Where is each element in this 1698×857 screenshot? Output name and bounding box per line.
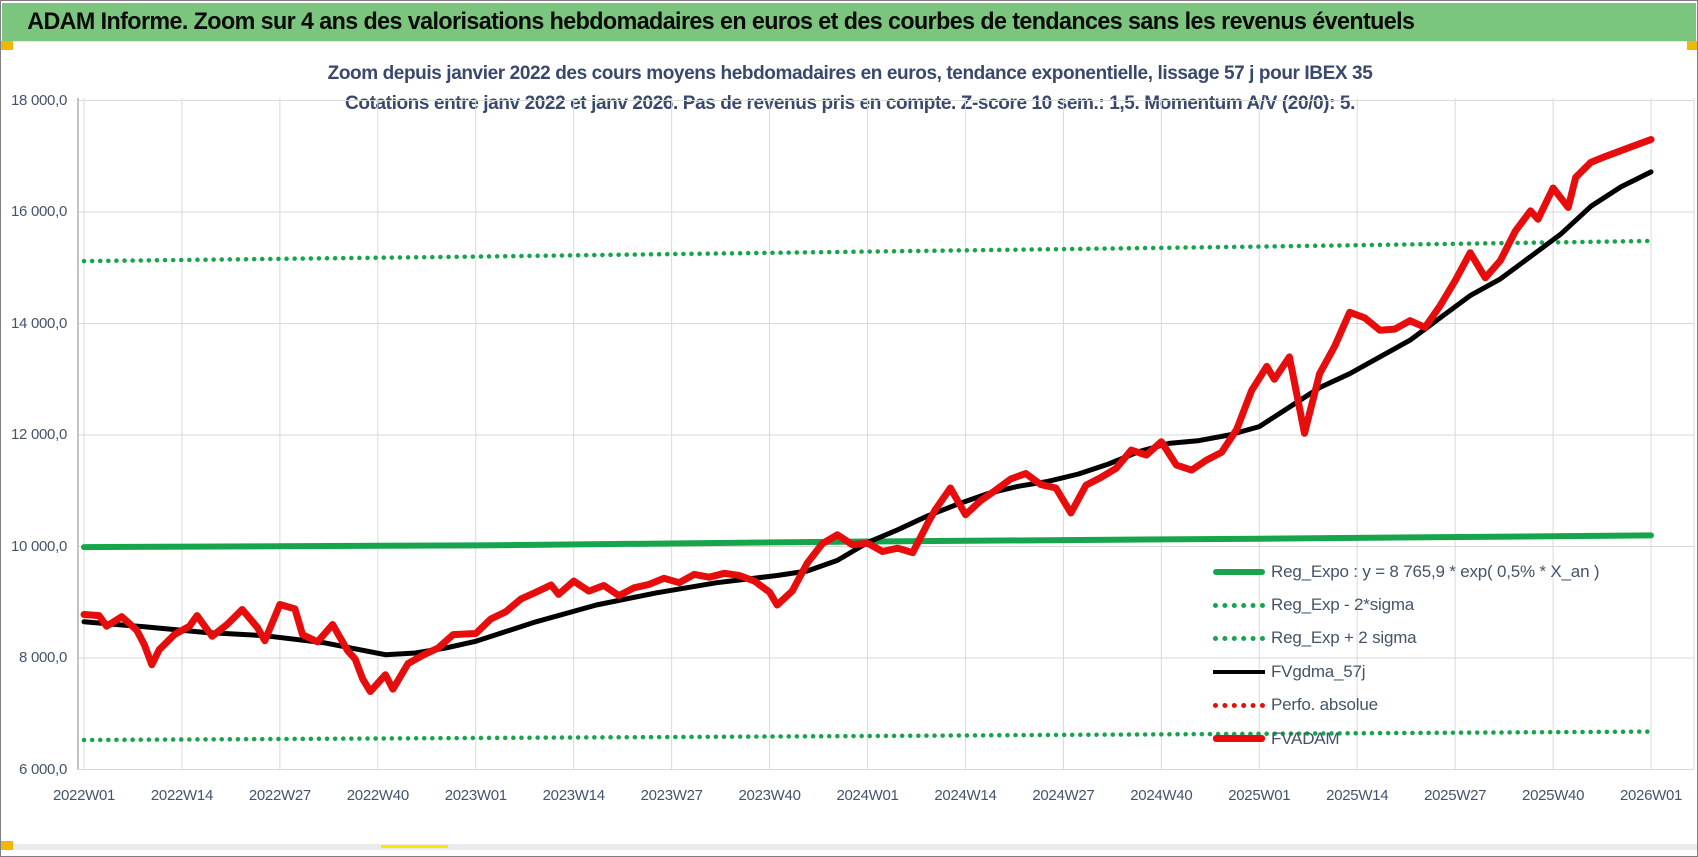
y-axis-label: 18 000,0: [11, 91, 67, 109]
banner: ADAM Informe. Zoom sur 4 ans des valoris…: [2, 3, 1696, 42]
legend-label: FVADAM: [1271, 728, 1340, 748]
banner-title: ADAM Informe. Zoom sur 4 ans des valoris…: [27, 8, 1415, 35]
legend-swatch-red-dotted-line: [1213, 702, 1265, 708]
legend-label: Reg_Exp - 2*sigma: [1271, 595, 1415, 615]
x-axis-label: 2022W27: [248, 787, 311, 804]
x-axis-label: 2025W40: [1522, 787, 1585, 804]
series-fvgdma-57j[interactable]: [81, 169, 1654, 658]
legend-item-fvadam[interactable]: FVADAM: [1213, 722, 1653, 755]
yellow-marker: [381, 845, 448, 848]
legend-swatch-green-dotted-line: [1213, 602, 1265, 608]
x-axis-label: 2024W14: [934, 787, 997, 804]
series-reg-exp-2-sigma[interactable]: [81, 729, 1654, 743]
legend-label: Reg_Expo : y = 8 765,9 * exp( 0,5% * X_a…: [1271, 561, 1600, 581]
y-axis-label: 12 000,0: [11, 426, 67, 443]
legend-swatch-red-thick-line: [1213, 735, 1265, 743]
x-axis-label: 2025W27: [1424, 787, 1487, 804]
y-axis-label: 10 000,0: [11, 537, 67, 555]
x-axis-label: 2023W27: [640, 787, 703, 804]
x-axis-label: 2022W01: [52, 787, 116, 804]
legend-item-reg-exp-plus-2sigma[interactable]: Reg_Exp + 2 sigma: [1213, 622, 1653, 655]
legend-item-reg-exp-minus-2sigma[interactable]: Reg_Exp - 2*sigma: [1213, 588, 1653, 621]
legend-label: FVgdma_57j: [1271, 661, 1366, 681]
chart-legend: Reg_Expo : y = 8 765,9 * exp( 0,5% * X_a…: [1213, 555, 1653, 755]
legend-item-reg-expo[interactable]: Reg_Expo : y = 8 765,9 * exp( 0,5% * X_a…: [1213, 555, 1653, 588]
selection-handle: [1687, 41, 1697, 50]
x-axis-label: 2023W01: [444, 787, 507, 804]
legend-swatch-green-dotted-line: [1213, 635, 1265, 641]
legend-item-fvgdma-57j[interactable]: FVgdma_57j: [1213, 655, 1653, 688]
x-axis-label: 2023W14: [542, 787, 605, 804]
chart-title: Zoom depuis janvier 2022 des cours moyen…: [327, 63, 1373, 84]
x-axis-label: 2024W01: [836, 787, 899, 804]
series-reg-exp-2-sigma[interactable]: [81, 238, 1654, 264]
x-axis-label: 2025W14: [1326, 787, 1389, 804]
y-axis-label: 14 000,0: [11, 314, 67, 332]
x-axis-label: 2024W40: [1130, 787, 1193, 804]
x-axis-label: 2022W14: [150, 787, 213, 804]
legend-label: Perfo. absolue: [1271, 695, 1378, 715]
legend-swatch-black-line: [1213, 669, 1265, 674]
y-axis-label: 16 000,0: [11, 203, 67, 220]
selection-handle: [1, 841, 13, 850]
legend-label: Reg_Exp + 2 sigma: [1271, 628, 1417, 648]
legend-swatch-green-solid-line: [1213, 568, 1265, 575]
x-axis-label: 2022W40: [346, 787, 409, 804]
x-axis-label: 2023W40: [738, 787, 801, 804]
chart-subtitle: Cotations entre janv 2022 et janv 2026. …: [345, 93, 1355, 114]
y-axis-label: 6 000,0: [19, 760, 67, 778]
y-axis-label: 8 000,0: [19, 649, 67, 666]
x-axis-label: 2025W01: [1228, 787, 1291, 804]
series-fvadam[interactable]: [80, 136, 1655, 695]
x-axis-label: 2024W27: [1032, 787, 1095, 804]
selection-handle: [1, 41, 13, 50]
bottom-strip: [1, 844, 1697, 850]
legend-item-perfo-absolue[interactable]: Perfo. absolue: [1213, 689, 1653, 722]
x-axis-label: 2026W01: [1619, 787, 1683, 804]
